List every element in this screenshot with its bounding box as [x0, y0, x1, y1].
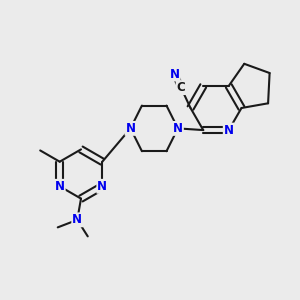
- Text: N: N: [170, 68, 180, 80]
- Text: N: N: [125, 122, 136, 135]
- Text: N: N: [55, 180, 65, 193]
- Text: N: N: [173, 122, 183, 135]
- Text: N: N: [224, 124, 234, 136]
- Text: C: C: [177, 81, 185, 94]
- Text: N: N: [97, 180, 107, 193]
- Text: N: N: [72, 213, 82, 226]
